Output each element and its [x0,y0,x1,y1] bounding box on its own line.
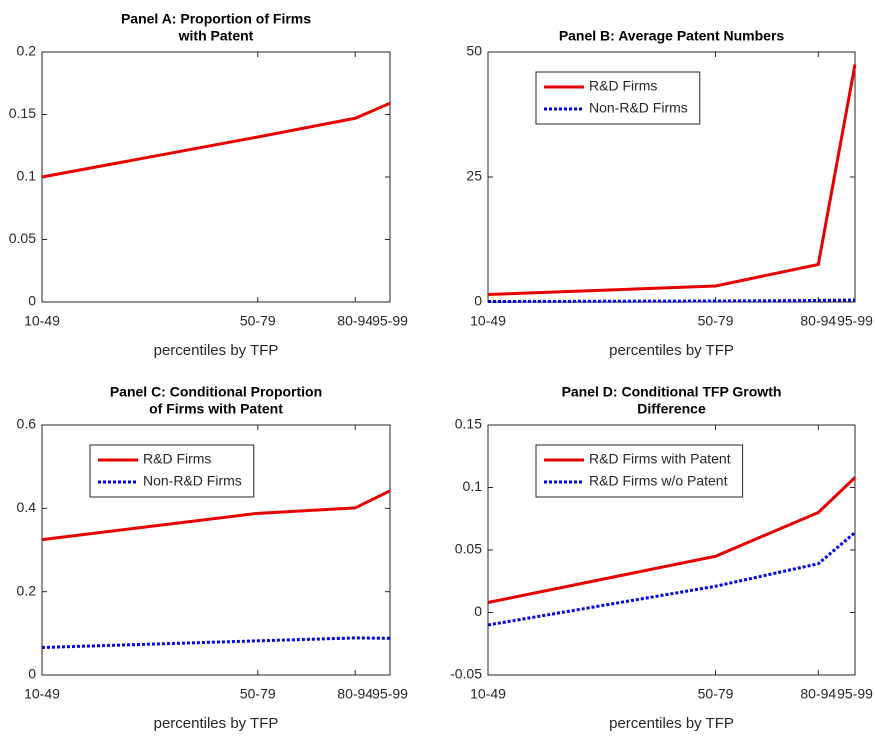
legend-label: Non-R&D Firms [589,100,688,116]
x-tick-label: 50-79 [698,313,734,329]
panel: Panel D: Conditional TFP GrowthDifferenc… [450,384,873,732]
legend-label: R&D Firms [589,78,657,94]
x-tick-label: 80-94 [337,686,373,702]
x-tick-label: 50-79 [698,686,734,702]
legend: R&D Firms Non-R&D Firms [89,444,255,498]
x-tick-label: 80-94 [800,686,836,702]
legend-box [535,71,701,125]
y-tick-label: 0.15 [9,105,36,121]
y-tick-label: 0 [474,293,482,309]
series-line [487,298,856,303]
x-tick-label: 10-49 [470,686,506,702]
y-tick-label: 0.05 [9,230,36,246]
legend-label: R&D Firms w/o Patent [589,473,728,489]
legend-label: R&D Firms [143,451,211,467]
y-tick-label: -0.05 [450,666,482,682]
panel-title: with Patent [178,28,254,44]
legend-label: Non-R&D Firms [143,473,242,489]
series-line [41,636,391,649]
x-tick-label: 80-94 [337,313,373,329]
y-tick-label: 0 [28,293,36,309]
x-tick-label: 10-49 [470,313,506,329]
panel-title: Panel A: Proportion of Firms [121,11,311,27]
y-tick-label: 0 [28,666,36,682]
y-tick-label: 0.1 [463,478,483,494]
x-tick-label: 10-49 [24,313,60,329]
axes-box [41,51,391,303]
y-tick-label: 0.6 [17,416,37,432]
y-tick-label: 25 [466,168,482,184]
x-axis-label: percentiles by TFP [154,342,279,359]
legend-box [535,444,744,498]
axes-box [41,424,391,676]
x-tick-label: 95-99 [372,313,408,329]
x-tick-label: 95-99 [837,686,873,702]
x-tick-label: 95-99 [837,313,873,329]
y-tick-label: 0.4 [17,499,37,515]
x-tick-label: 50-79 [240,686,276,702]
legend-box [89,444,255,498]
x-axis-label: percentiles by TFP [609,715,734,732]
y-tick-label: 0.1 [17,168,37,184]
y-tick-label: 50 [466,43,482,59]
series-line [41,489,391,542]
y-tick-label: 0.15 [455,416,482,432]
x-tick-label: 50-79 [240,313,276,329]
panel-title: Panel B: Average Patent Numbers [559,28,785,44]
panel-title: of Firms with Patent [149,401,283,417]
x-tick-label: 10-49 [24,686,60,702]
x-tick-label: 80-94 [800,313,836,329]
y-tick-label: 0.05 [455,541,482,557]
series-line [487,476,857,604]
x-axis-label: percentiles by TFP [154,715,279,732]
panel: Panel B: Average Patent Numbers 0 25 50 10-4… [466,28,873,359]
series-line [41,101,391,179]
series-line [487,531,856,627]
y-tick-label: 0.2 [17,43,37,59]
x-tick-label: 95-99 [372,686,408,702]
x-axis-label: percentiles by TFP [609,342,734,359]
y-tick-label: 0.2 [17,582,37,598]
series-line [487,64,857,296]
legend-label: R&D Firms with Patent [589,451,731,467]
panel-title: Panel D: Conditional TFP Growth [562,384,782,400]
legend: R&D Firms Non-R&D Firms [535,71,701,125]
legend: R&D Firms with Patent R&D Firms w/o Paten… [535,444,744,498]
y-tick-label: 0 [474,603,482,619]
panel-title: Panel C: Conditional Proportion [110,384,322,400]
panel-title: Difference [637,401,706,417]
